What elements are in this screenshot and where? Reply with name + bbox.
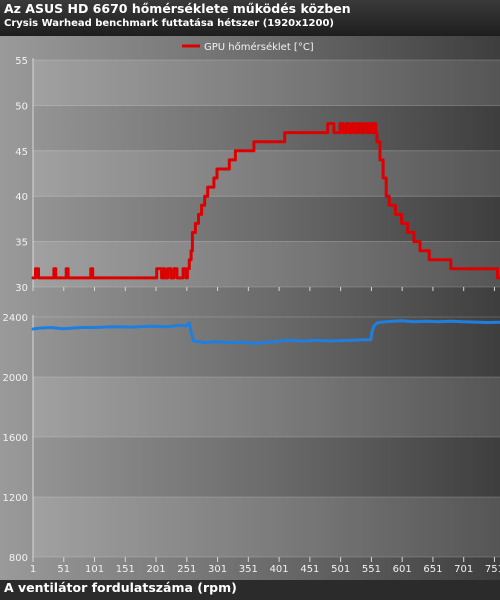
y-tick-label-temperature: 50 <box>15 101 28 112</box>
grid-band <box>33 377 500 437</box>
grid-band <box>33 150 500 197</box>
x-tick-label: 251 <box>177 564 196 575</box>
fan-speed-caption: A ventilátor fordulatszáma (rpm) <box>4 580 237 595</box>
y-tick-label-fan-speed: 1600 <box>3 433 28 444</box>
chart-title: Az ASUS HD 6670 hőmérséklete működés köz… <box>4 1 351 16</box>
x-tick-label: 351 <box>239 564 258 575</box>
x-tick-label: 451 <box>300 564 319 575</box>
x-tick-label: 51 <box>57 564 70 575</box>
x-tick-label: 101 <box>85 564 104 575</box>
grid-band <box>33 60 500 106</box>
x-tick-label: 551 <box>362 564 381 575</box>
x-tick-label: 301 <box>208 564 227 575</box>
x-tick-label: 501 <box>331 564 350 575</box>
y-tick-label-temperature: 30 <box>15 283 28 294</box>
series-line-temperature <box>31 122 500 280</box>
x-tick-label: 401 <box>270 564 289 575</box>
chart-background <box>0 36 500 580</box>
grid-band <box>33 241 500 287</box>
legend: GPU hőmérséklet [°C] <box>182 41 314 53</box>
x-tick-label: 651 <box>423 564 442 575</box>
x-tick-label: 151 <box>116 564 135 575</box>
y-tick-label-temperature: 55 <box>15 56 28 67</box>
y-tick-label-temperature: 45 <box>15 147 28 158</box>
y-tick-label-temperature: 35 <box>15 238 28 249</box>
chart-header: Az ASUS HD 6670 hőmérséklete működés köz… <box>0 0 500 36</box>
series-line-fan-speed <box>31 319 500 345</box>
x-tick-label: 1 <box>30 564 36 575</box>
y-tick-label-fan-speed: 800 <box>9 553 28 564</box>
chart-subtitle: Crysis Warhead benchmark futtatása hétsz… <box>4 18 334 29</box>
x-tick-label: 701 <box>454 564 473 575</box>
y-tick-label-temperature: 40 <box>15 192 28 203</box>
y-tick-label-fan-speed: 2400 <box>3 313 28 324</box>
x-tick-label: 201 <box>147 564 166 575</box>
legend-label-temperature: GPU hőmérséklet [°C] <box>204 41 314 53</box>
y-tick-label-fan-speed: 2000 <box>3 373 28 384</box>
y-tick-label-fan-speed: 1200 <box>3 493 28 504</box>
x-tick-label: 601 <box>393 564 412 575</box>
x-tick-label: 751 <box>485 564 500 575</box>
grid-band <box>33 497 500 557</box>
